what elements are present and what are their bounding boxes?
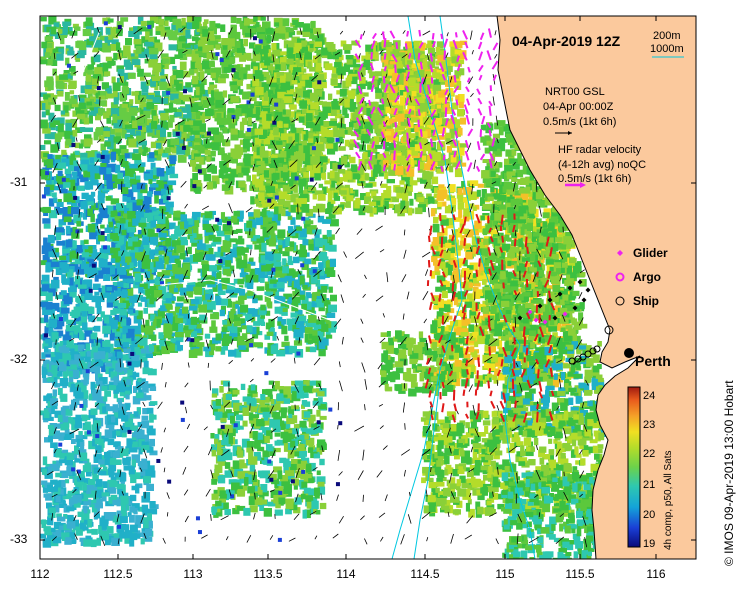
x-tick-label: 112.5: [103, 567, 133, 581]
sst-field: [40, 16, 608, 559]
model-legend-scale: 0.5m/s (1kt 6h): [543, 116, 617, 128]
colorbar-tick-label: 23: [643, 419, 656, 431]
x-tick-label: 116: [646, 567, 666, 581]
x-tick-label: 114.5: [410, 567, 440, 581]
x-tick-label: 114: [336, 567, 356, 581]
colorbar-tick-label: 20: [643, 509, 656, 521]
colorbar-tick-label: 24: [643, 390, 656, 402]
glider-legend-marker: [617, 250, 623, 256]
radar-legend-scale: 0.5m/s (1kt 6h): [558, 173, 632, 185]
perth-marker: [624, 348, 634, 358]
depth-legend-200m: 200m: [653, 30, 681, 42]
ship-positions: [568, 325, 614, 365]
plot-frame: [39, 15, 697, 560]
land-mass: [496, 16, 696, 559]
model-current-vectors: [47, 27, 589, 548]
x-axis-ticks: [39, 16, 657, 559]
argo-legend-label: Argo: [633, 270, 661, 284]
colorbar-tick-label: 19: [643, 538, 656, 550]
radar-legend-avg: (4-12h avg) noQC: [558, 159, 647, 171]
colorbar-tick-label: 21: [643, 479, 656, 491]
glider-legend-label: Glider: [633, 246, 668, 260]
depth-legend-1000m: 1000m: [650, 43, 684, 55]
x-tick-label: 113: [183, 567, 203, 581]
colorbar: [627, 386, 641, 548]
y-tick-label: -33: [10, 532, 28, 546]
credit-text: © IMOS 09-Apr-2019 13:00 Hobart: [722, 380, 736, 566]
colorbar-tick-label: 22: [643, 448, 656, 460]
model-legend-title: NRT00 GSL: [545, 86, 605, 98]
x-tick-label: 112: [30, 567, 50, 581]
model-legend-date: 04-Apr 00:00Z: [543, 101, 614, 113]
hf-radar-strong-vectors: [424, 213, 556, 423]
radar-legend-title: HF radar velocity: [558, 144, 642, 156]
glider-track: [517, 279, 591, 325]
ship-legend-marker: [615, 296, 625, 306]
isobath-200m: [439, 16, 536, 559]
perth-label: Perth: [635, 353, 671, 369]
y-tick-label: -32: [10, 352, 28, 366]
colorbar-title: 4h comp, p50, All Sats: [663, 450, 674, 550]
x-tick-label: 113.5: [253, 567, 283, 581]
x-tick-label: 115.5: [565, 567, 595, 581]
isobath-1000m: [391, 16, 463, 559]
x-tick-label: 115: [495, 567, 515, 581]
hf-radar-vectors: [353, 28, 499, 173]
map-timestamp: 04-Apr-2019 12Z: [512, 33, 621, 49]
y-axis-ticks: [40, 182, 696, 541]
ship-legend-label: Ship: [633, 294, 659, 308]
y-tick-label: -31: [10, 175, 28, 189]
argo-legend-marker: [615, 272, 625, 282]
